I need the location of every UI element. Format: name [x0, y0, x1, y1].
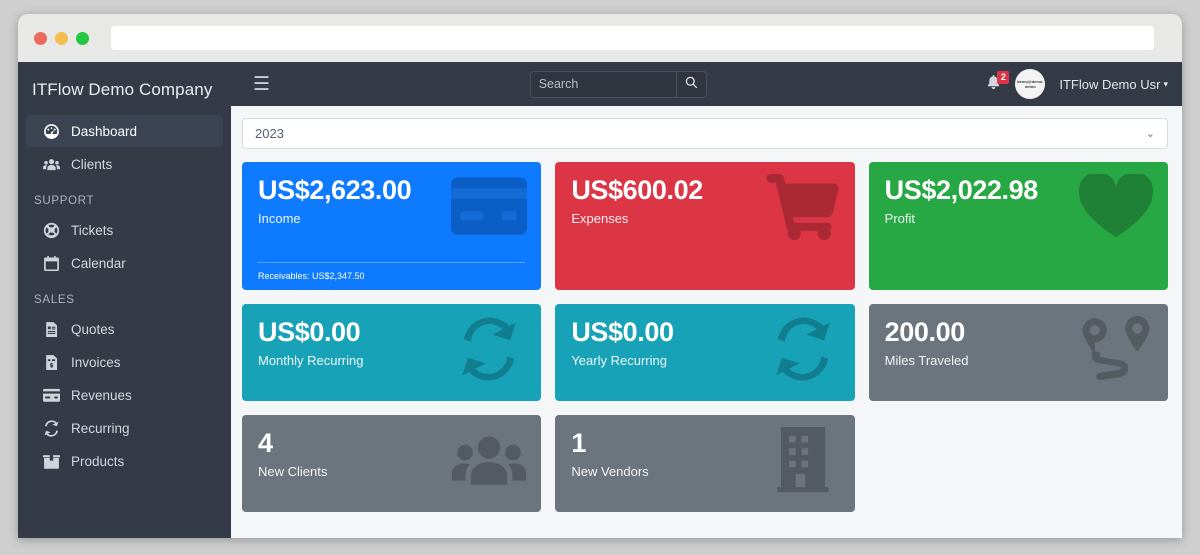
sidebar-item-calendar[interactable]: Calendar	[26, 247, 223, 279]
stat-card-row: US$0.00 Monthly Recurring US$0.00 Yearly Re…	[242, 304, 1168, 401]
route-map-icon	[1078, 316, 1154, 382]
sidebar-item-label: Tickets	[71, 222, 114, 238]
stat-card-label: Miles Traveled	[884, 353, 969, 369]
stat-card-monthly-recurring[interactable]: US$0.00 Monthly Recurring	[242, 304, 542, 401]
sidebar-item-label: Products	[71, 453, 125, 469]
search-icon	[685, 76, 698, 92]
window-minimize-button[interactable]	[55, 31, 68, 45]
stat-card-value: US$2,022.98	[884, 175, 1039, 205]
chevron-down-icon: ▾	[1163, 78, 1168, 89]
browser-window: ITFlow Demo Company Dashboard Clients SUPP…	[18, 14, 1182, 538]
quote-document-icon	[42, 320, 60, 338]
sidebar-item-tickets[interactable]: Tickets	[26, 214, 223, 246]
sidebar-item-label: Invoices	[71, 354, 121, 370]
avatar-line-1: demo@demo.	[1017, 79, 1044, 84]
search-input[interactable]	[530, 77, 676, 91]
window-maximize-button[interactable]	[76, 31, 89, 45]
sidebar-item-recurring[interactable]: Recurring	[26, 412, 223, 444]
stat-card-value: US$0.00	[258, 317, 361, 347]
sidebar-item-label: Dashboard	[71, 123, 138, 139]
stat-card-row: 4 New Clients 1 New Vendors	[242, 415, 1168, 512]
window-close-button[interactable]	[34, 31, 47, 45]
sidebar-item-quotes[interactable]: Quotes	[26, 313, 223, 345]
main-column: ☰ 2	[231, 62, 1182, 538]
sidebar-nav: Dashboard Clients SUPPORT Tickets Calendar SA…	[18, 115, 231, 477]
sidebar-item-label: Recurring	[71, 420, 130, 436]
sidebar-item-products[interactable]: Products	[26, 445, 223, 477]
stat-card-value: 200.00	[884, 317, 966, 347]
stat-card-miles-traveled[interactable]: 200.00 Miles Traveled	[868, 304, 1168, 401]
dashboard-content: 2023 ⌄ US$2,623.00 Income Receivables: US$…	[231, 106, 1182, 538]
sidebar-item-revenues[interactable]: Revenues	[26, 379, 223, 411]
lifering-icon	[42, 221, 60, 239]
sidebar-item-label: Quotes	[71, 321, 115, 337]
building-icon	[765, 427, 841, 493]
avatar-line-2: demo	[1024, 84, 1036, 89]
stat-card-label: Expenses	[571, 211, 629, 227]
recurring-sync-icon	[765, 316, 841, 382]
search-box[interactable]	[529, 70, 707, 98]
topbar-right: 2 demo@demo. demo ITFlow Demo Usr ▾	[962, 69, 1168, 99]
sidebar-item-label: Clients	[71, 156, 113, 172]
stat-card-value: 1	[571, 428, 586, 458]
stat-card-label: New Clients	[258, 464, 328, 480]
sidebar-item-label: Calendar	[71, 255, 126, 271]
sidebar-item-clients[interactable]: Clients	[26, 148, 223, 180]
invoice-document-icon	[42, 353, 60, 371]
sidebar-item-label: Revenues	[71, 387, 132, 403]
stat-card-label: Yearly Recurring	[571, 353, 667, 369]
clients-icon	[451, 427, 527, 493]
sidebar-item-dashboard[interactable]: Dashboard	[26, 115, 223, 147]
credit-card-icon	[42, 386, 60, 404]
browser-chrome	[18, 14, 1182, 62]
stat-card-yearly-recurring[interactable]: US$0.00 Yearly Recurring	[555, 304, 855, 401]
sidebar-item-invoices[interactable]: Invoices	[26, 346, 223, 378]
sidebar-section-heading: SALES	[34, 294, 75, 306]
stat-card-footer: Receivables: US$2,347.50	[258, 262, 526, 281]
clients-icon	[42, 155, 60, 173]
app-viewport: ITFlow Demo Company Dashboard Clients SUPP…	[18, 62, 1182, 538]
stat-card-expenses[interactable]: US$600.02 Expenses	[555, 162, 855, 290]
year-filter-value: 2023	[255, 126, 284, 141]
menu-toggle-icon[interactable]: ☰	[253, 73, 271, 95]
credit-card-icon	[451, 174, 528, 240]
year-filter-select[interactable]: 2023 ⌄	[242, 118, 1168, 149]
stat-card-income[interactable]: US$2,623.00 Income Receivables: US$2,347.5…	[242, 162, 542, 290]
stat-card-value: US$0.00	[571, 317, 674, 347]
stat-card-label: New Vendors	[571, 464, 649, 480]
recurring-sync-icon	[42, 419, 60, 437]
user-menu[interactable]: ITFlow Demo Usr ▾	[1059, 77, 1168, 92]
chevron-down-icon: ⌄	[1145, 128, 1155, 140]
top-navbar: ☰ 2	[231, 62, 1182, 106]
sidebar: ITFlow Demo Company Dashboard Clients SUPP…	[18, 62, 231, 538]
shopping-cart-icon	[765, 174, 841, 240]
stat-card-row: US$2,623.00 Income Receivables: US$2,347.5…	[242, 162, 1168, 290]
notification-badge: 2	[997, 71, 1010, 84]
stat-card-profit[interactable]: US$2,022.98 Profit	[868, 162, 1168, 290]
stat-card-label: Income	[258, 211, 301, 227]
user-menu-label: ITFlow Demo Usr	[1059, 76, 1161, 92]
bell-icon	[986, 74, 1001, 94]
sidebar-brand: ITFlow Demo Company	[32, 80, 213, 99]
stat-card-value: US$2,623.00	[258, 175, 412, 205]
box-icon	[42, 452, 60, 470]
heart-icon	[1078, 174, 1154, 240]
search-button[interactable]	[675, 71, 706, 97]
stat-card-value: US$600.02	[571, 175, 703, 205]
notifications-button[interactable]: 2	[986, 71, 1010, 94]
stat-card-label: Monthly Recurring	[258, 353, 364, 369]
stat-card-new-vendors[interactable]: 1 New Vendors	[555, 415, 855, 512]
stat-card-placeholder	[869, 415, 1168, 512]
recurring-sync-icon	[451, 316, 527, 382]
stat-card-value: 4	[258, 428, 273, 458]
avatar[interactable]: demo@demo. demo	[1015, 69, 1046, 99]
stat-cards-area: US$2,623.00 Income Receivables: US$2,347.5…	[242, 162, 1168, 512]
stat-card-new-clients[interactable]: 4 New Clients	[242, 415, 542, 512]
dashboard-icon	[42, 122, 60, 140]
calendar-icon	[42, 254, 60, 272]
address-bar[interactable]	[111, 26, 1154, 50]
sidebar-section-heading: SUPPORT	[34, 195, 95, 207]
stat-card-label: Profit	[884, 211, 915, 227]
